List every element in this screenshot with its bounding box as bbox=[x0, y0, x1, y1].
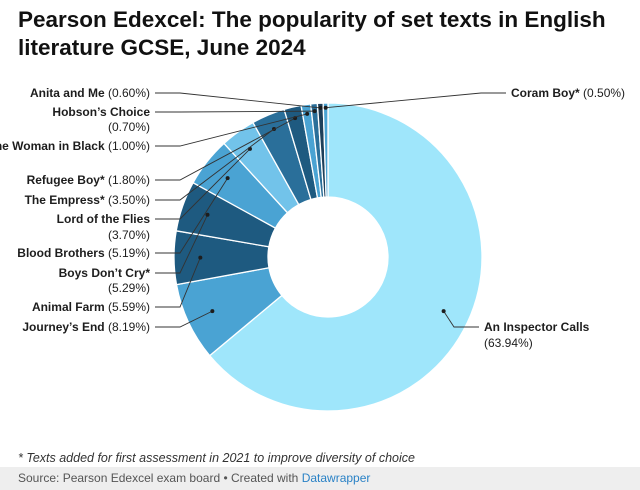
footnote: * Texts added for first assessment in 20… bbox=[18, 451, 415, 465]
leader-line bbox=[155, 214, 208, 274]
slice-label-value: (0.50%) bbox=[583, 86, 625, 100]
slice-label-name: Anita and Me bbox=[30, 86, 105, 100]
leader-dot bbox=[210, 309, 215, 314]
chart-title: Pearson Edexcel: The popularity of set t… bbox=[18, 7, 606, 60]
leader-line bbox=[155, 110, 315, 113]
leader-lines bbox=[155, 92, 506, 328]
slice-label-name: Refugee Boy* bbox=[27, 173, 105, 187]
leader-dot bbox=[205, 212, 210, 217]
slice-label: The Woman in Black (1.00%) bbox=[0, 139, 150, 153]
slice-label-value: (5.59%) bbox=[108, 300, 150, 314]
slice-label: An Inspector Calls bbox=[484, 320, 590, 334]
slice-label: (63.94%) bbox=[484, 336, 533, 350]
leader-line bbox=[155, 257, 201, 308]
donut-slice bbox=[208, 102, 483, 412]
leader-dot bbox=[323, 105, 328, 110]
leader-dot bbox=[318, 105, 323, 110]
slice-label: Journey’s End (8.19%) bbox=[22, 320, 150, 334]
leader-line bbox=[155, 117, 296, 181]
slice-label-value: (0.70%) bbox=[108, 120, 150, 134]
slice-label-name: Journey’s End bbox=[22, 320, 104, 334]
slice-label-value: (3.70%) bbox=[108, 228, 150, 242]
slice-label: Animal Farm (5.59%) bbox=[32, 300, 150, 314]
slice-label-name: Coram Boy* bbox=[511, 86, 580, 100]
slice-label: Blood Brothers (5.19%) bbox=[17, 246, 150, 260]
slice-label-name: Hobson’s Choice bbox=[52, 105, 150, 119]
datawrapper-link[interactable]: Datawrapper bbox=[301, 471, 371, 485]
slice-label-name: Blood Brothers bbox=[17, 246, 105, 260]
slice-label: Boys Don’t Cry* bbox=[59, 266, 151, 280]
slice-label-name: An Inspector Calls bbox=[484, 320, 590, 334]
source-text: Source: Pearson Edexcel exam board • Cre… bbox=[18, 471, 302, 485]
slice-label: (3.70%) bbox=[108, 228, 150, 242]
slice-label: (0.70%) bbox=[108, 120, 150, 134]
slice-label-value: (5.19%) bbox=[108, 246, 150, 260]
source-footer: Source: Pearson Edexcel exam board • Cre… bbox=[0, 467, 640, 490]
slice-label: (5.29%) bbox=[108, 281, 150, 295]
leader-line bbox=[325, 92, 506, 109]
slice-label-value: (5.29%) bbox=[108, 281, 150, 295]
slice-label-value: (0.60%) bbox=[108, 86, 150, 100]
leader-dot bbox=[225, 176, 230, 181]
slice-label: Refugee Boy* (1.80%) bbox=[27, 173, 150, 187]
leader-line bbox=[155, 92, 321, 109]
slice-label: Hobson’s Choice bbox=[52, 105, 150, 119]
leader-dot bbox=[198, 255, 203, 260]
donut-slices bbox=[173, 102, 483, 412]
leader-dot bbox=[305, 111, 310, 116]
leader-line bbox=[155, 310, 213, 328]
donut-slice bbox=[322, 102, 329, 198]
slice-label: The Empress* (3.50%) bbox=[25, 193, 150, 207]
slice-label-value: (3.50%) bbox=[108, 193, 150, 207]
slice-label-name: The Woman in Black bbox=[0, 139, 105, 153]
slice-label-name: Boys Don’t Cry* bbox=[59, 266, 151, 280]
slice-label-value: (63.94%) bbox=[484, 336, 533, 350]
leader-line bbox=[155, 128, 275, 201]
slice-label-value: (1.00%) bbox=[108, 139, 150, 153]
leader-line bbox=[155, 113, 308, 147]
slice-label: Lord of the Flies bbox=[57, 212, 151, 226]
leader-dot bbox=[312, 109, 317, 114]
slice-label: Anita and Me (0.60%) bbox=[30, 86, 150, 100]
slice-label: Coram Boy* (0.50%) bbox=[511, 86, 625, 100]
slice-labels: An Inspector Calls (63.94%) Journey’s End … bbox=[0, 86, 625, 350]
slice-label-name: Animal Farm bbox=[32, 300, 105, 314]
leader-line bbox=[155, 177, 229, 254]
slice-label-value: (1.80%) bbox=[108, 173, 150, 187]
leader-dot bbox=[441, 309, 446, 314]
slice-label-value: (8.19%) bbox=[108, 320, 150, 334]
slice-label-name: The Empress* bbox=[25, 193, 105, 207]
leader-line bbox=[155, 148, 251, 220]
leader-line bbox=[443, 310, 479, 328]
slice-label-name: Lord of the Flies bbox=[57, 212, 151, 226]
